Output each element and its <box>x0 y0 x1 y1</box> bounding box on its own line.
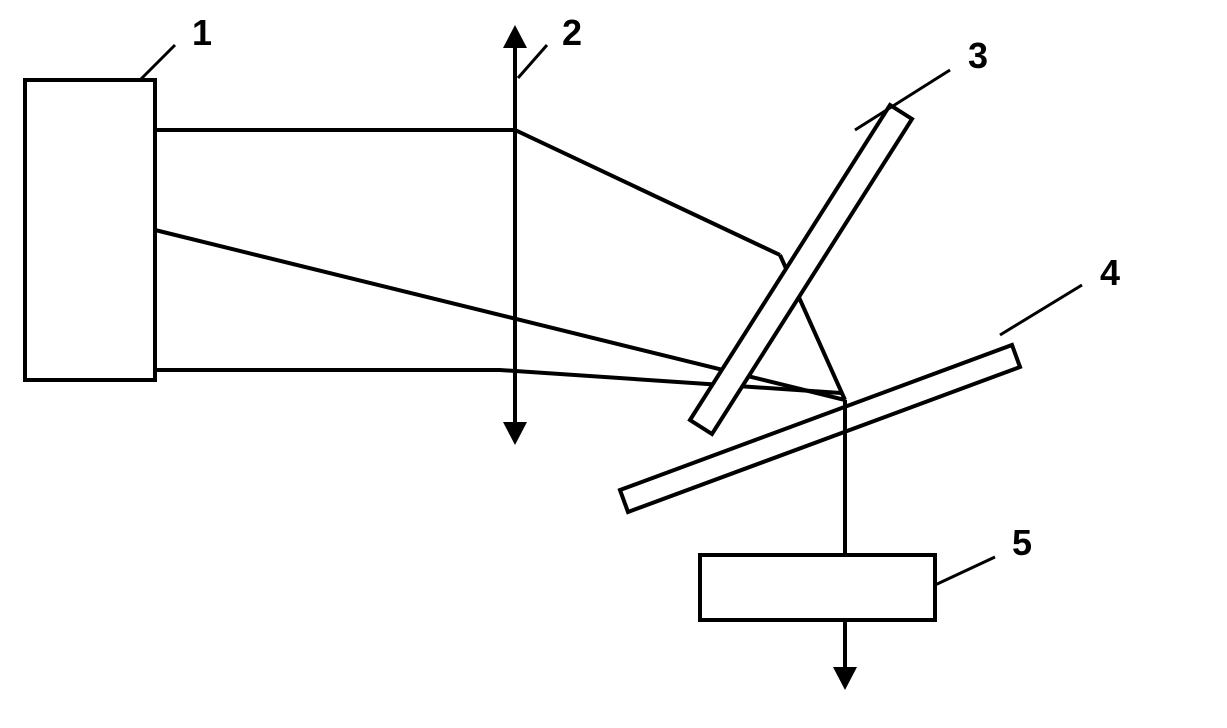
detector-block <box>700 555 935 620</box>
angled-plate-upper <box>690 105 912 434</box>
callout-line-2 <box>518 45 547 78</box>
angled-plate-lower <box>620 345 1020 512</box>
callout-line-1 <box>140 45 175 80</box>
label-2: 2 <box>562 12 582 53</box>
label-3: 3 <box>968 35 988 76</box>
label-4: 4 <box>1100 252 1120 293</box>
callout-line-4 <box>1000 285 1082 335</box>
label-5: 5 <box>1012 522 1032 563</box>
label-1: 1 <box>192 12 212 53</box>
optical-diagram: 1 2 3 4 5 <box>0 0 1227 728</box>
output-arrow <box>833 400 857 690</box>
callouts <box>140 45 1082 585</box>
callout-line-5 <box>935 557 995 585</box>
source-block <box>25 80 155 380</box>
lens <box>503 25 527 445</box>
ray-top <box>155 130 780 255</box>
